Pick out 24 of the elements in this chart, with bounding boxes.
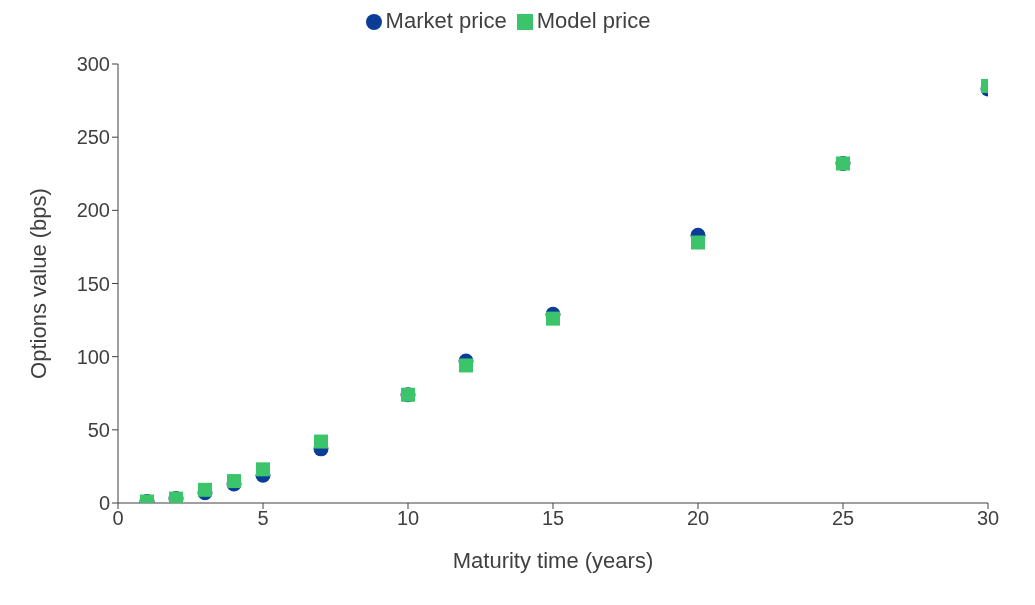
- x-tick-label: 30: [976, 507, 1000, 530]
- y-axis-title: Options value (bps): [25, 188, 51, 379]
- x-tick-label: 15: [541, 507, 565, 530]
- y-tick-label: 200: [76, 199, 110, 222]
- y-tick-label: 150: [76, 272, 110, 295]
- x-tick-label: 20: [686, 507, 710, 530]
- y-tick-label: 0: [98, 492, 110, 515]
- x-tick-label: 10: [396, 507, 420, 530]
- point: [459, 358, 473, 373]
- x-tick-label: 5: [257, 507, 269, 530]
- point: [314, 434, 328, 449]
- point: [198, 482, 212, 497]
- y-tick-label: 250: [76, 126, 110, 149]
- point: [546, 311, 560, 326]
- point: [691, 235, 705, 250]
- legend-label: Market price: [385, 8, 507, 33]
- x-tick-label: 0: [112, 507, 124, 530]
- y-tick-label: 50: [87, 418, 110, 441]
- y-tick-label: 100: [76, 345, 110, 368]
- point: [256, 462, 270, 477]
- y-tick-label: 300: [76, 53, 110, 76]
- legend-label: Model price: [536, 8, 651, 33]
- x-axis-title: Maturity time (years): [452, 548, 654, 573]
- x-tick-label: 25: [831, 507, 855, 530]
